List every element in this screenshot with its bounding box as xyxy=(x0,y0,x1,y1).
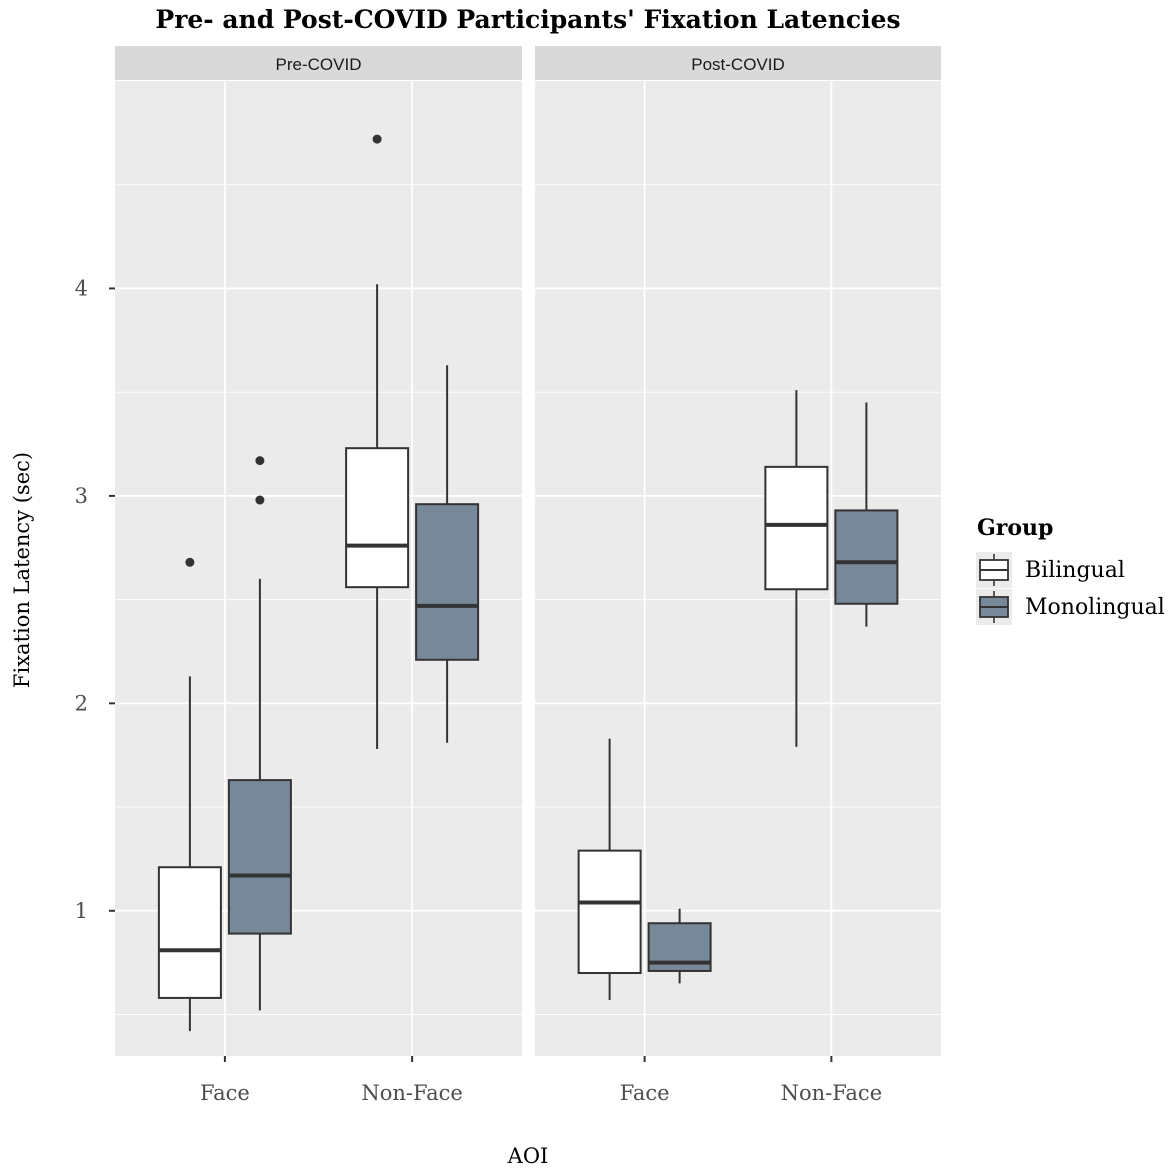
outlier-point xyxy=(185,557,195,567)
x-axis-label: AOI xyxy=(507,1144,549,1168)
box-non-face-bilingual xyxy=(345,134,410,749)
box-iqr xyxy=(345,447,410,589)
box-iqr xyxy=(577,849,642,975)
x-tick-label: Non-Face xyxy=(781,1081,883,1105)
legend: Group Bilingual Monolingual xyxy=(976,515,1165,625)
legend-label: Bilingual xyxy=(1025,558,1125,583)
panel-0: Pre-COVID Face Non-Face xyxy=(115,46,522,1105)
x-tick-label: Face xyxy=(620,1081,670,1105)
facet-label: Post-COVID xyxy=(691,55,785,74)
y-tick-label: 4 xyxy=(75,276,88,300)
legend-entry-bilingual: Bilingual xyxy=(976,552,1125,588)
legend-title: Group xyxy=(977,515,1053,541)
box-iqr xyxy=(227,779,292,935)
y-axis: 1 2 3 4 xyxy=(75,276,115,923)
outlier-point xyxy=(255,456,265,466)
x-tick-label: Face xyxy=(200,1081,250,1105)
box-non-face-bilingual xyxy=(764,390,829,747)
box-face-monolingual xyxy=(227,456,292,1011)
box-non-face-monolingual xyxy=(834,402,899,627)
legend-entry-monolingual: Monolingual xyxy=(976,589,1165,625)
panels: Pre-COVID Face Non-Face Post-COVID Face Non-F… xyxy=(115,46,941,1105)
y-tick-label: 3 xyxy=(75,484,88,508)
box-iqr xyxy=(764,465,829,591)
outlier-point xyxy=(372,134,382,144)
y-axis-label: Fixation Latency (sec) xyxy=(10,452,34,688)
facet-label: Pre-COVID xyxy=(276,55,362,74)
box-face-bilingual xyxy=(157,557,222,1032)
y-tick-label: 2 xyxy=(75,691,88,715)
legend-entries: Bilingual Monolingual xyxy=(976,552,1165,625)
y-tick-label: 1 xyxy=(75,899,88,923)
chart-title: Pre- and Post-COVID Participants' Fixati… xyxy=(155,5,900,34)
facet-strip xyxy=(535,46,941,80)
box-face-monolingual xyxy=(647,908,712,984)
box-face-bilingual xyxy=(577,738,642,1000)
outlier-point xyxy=(255,495,265,505)
box-non-face-monolingual xyxy=(415,365,480,743)
facet-strip xyxy=(115,46,522,80)
panel-1: Post-COVID Face Non-Face xyxy=(535,46,941,1105)
box-iqr xyxy=(834,509,899,605)
legend-label: Monolingual xyxy=(1025,595,1165,620)
x-tick-label: Non-Face xyxy=(361,1081,463,1105)
box-iqr xyxy=(157,866,222,999)
box-iqr xyxy=(415,503,480,661)
